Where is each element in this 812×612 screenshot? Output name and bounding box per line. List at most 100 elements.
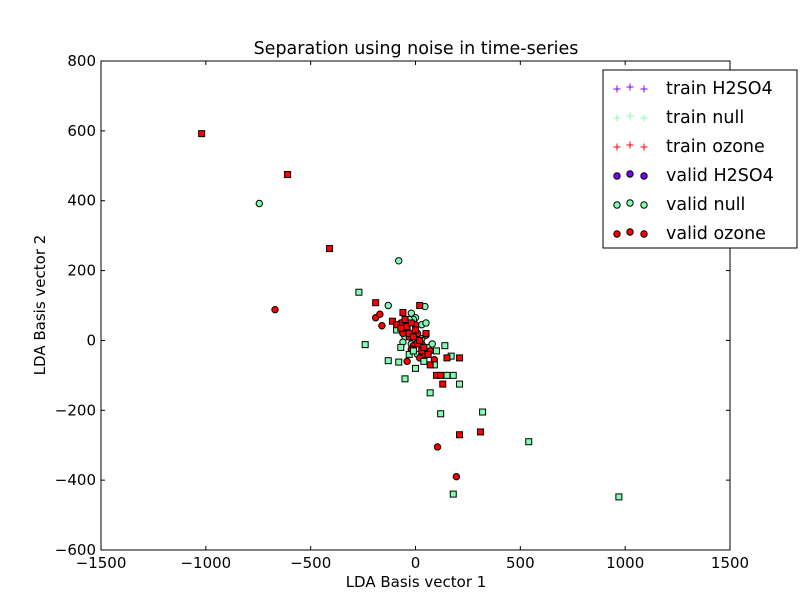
data-point [326, 245, 334, 253]
x-tick-label: −1000 [180, 554, 231, 572]
data-point [416, 336, 424, 344]
legend-marker [626, 170, 634, 178]
legend-entry-label: valid ozone [666, 224, 766, 244]
data-point [449, 371, 457, 379]
data-point [198, 130, 206, 138]
legend-marker [613, 172, 621, 180]
data-point [378, 322, 386, 330]
data-point [525, 438, 533, 446]
data-point [412, 326, 419, 334]
data-point [426, 361, 434, 369]
data-point [412, 364, 419, 372]
legend-entry-label: train ozone [666, 137, 765, 157]
data-point [422, 319, 430, 327]
legend-marker [640, 172, 648, 180]
x-tick-label: 0 [411, 554, 421, 572]
data-point [397, 324, 405, 332]
legend-marker [626, 112, 634, 120]
x-axis-title: LDA Basis vector 1 [346, 573, 487, 591]
y-tick-label: 200 [67, 262, 96, 280]
data-point [428, 340, 436, 348]
legend-marker [613, 201, 621, 209]
data-point [476, 428, 484, 436]
data-point [271, 305, 279, 314]
legend-marker [613, 114, 621, 122]
axis-ticks-layer: −1500 −1000 −500 0 500 1000 1500 −600 −400 −200 0 2… [55, 52, 749, 572]
data-point [479, 408, 487, 416]
legend-entry-label: valid null [666, 195, 745, 215]
data-point [433, 443, 442, 451]
x-tick-label: 1500 [711, 554, 749, 572]
legend-entry-label: train H2SO4 [666, 79, 773, 99]
legend-marker [626, 199, 634, 207]
data-point [443, 371, 451, 379]
data-point [399, 308, 407, 316]
x-tick-label: 500 [506, 554, 535, 572]
legend-marker [613, 143, 621, 151]
data-point [456, 354, 464, 362]
data-point [441, 342, 449, 350]
y-tick-label: −200 [55, 401, 96, 419]
data-point [361, 341, 369, 349]
data-point [384, 357, 392, 365]
legend-marker [640, 143, 648, 151]
x-tick-label: 1000 [606, 554, 644, 572]
y-tick-label: 600 [67, 122, 96, 140]
legend-marker [640, 201, 648, 209]
data-point [407, 309, 416, 317]
data-point [355, 288, 363, 296]
y-tick-label: 800 [67, 52, 96, 70]
data-point [409, 333, 417, 341]
data-point [395, 257, 403, 265]
chart-title: Separation using noise in time-series [254, 39, 579, 59]
data-point [456, 380, 464, 388]
data-point [409, 347, 417, 355]
legend-marker [613, 230, 621, 238]
data-point [420, 357, 428, 365]
data-point [384, 301, 392, 310]
y-tick-label: −400 [55, 471, 96, 489]
legend-marker [626, 141, 634, 149]
data-point [449, 490, 457, 498]
legend: train H2SO4 train null train ozone valid H2… [602, 69, 798, 249]
y-tick-label: 400 [67, 192, 96, 210]
data-point [432, 347, 440, 355]
data-point [284, 171, 292, 179]
y-tick-label: −600 [55, 541, 96, 559]
data-point [456, 431, 464, 439]
legend-marker [640, 85, 648, 93]
data-point [452, 472, 461, 481]
x-tick-label: −500 [290, 554, 331, 572]
legend-entry-label: valid H2SO4 [666, 166, 774, 186]
y-tick-label: 0 [86, 331, 96, 349]
legend-marker [640, 114, 648, 122]
legend-marker [613, 85, 621, 93]
data-point [420, 343, 428, 351]
data-point [376, 310, 384, 318]
data-point [407, 319, 415, 327]
data-points-layer [198, 130, 623, 501]
data-point [416, 302, 424, 309]
legend-marker [626, 228, 634, 236]
y-axis-title: LDA Basis vector 2 [31, 235, 49, 376]
data-point [439, 380, 447, 388]
data-point [443, 354, 451, 362]
data-point [437, 371, 445, 379]
data-point [401, 375, 409, 383]
data-point [395, 358, 403, 366]
data-point [426, 389, 434, 397]
data-point [422, 329, 430, 337]
data-point [403, 357, 411, 366]
data-point [437, 410, 445, 418]
data-point [397, 343, 405, 351]
legend-box [602, 69, 798, 249]
data-point [372, 299, 380, 307]
data-point [424, 350, 432, 358]
x-tick-label: −1500 [76, 554, 127, 572]
legend-marker [626, 83, 634, 91]
legend-marker [640, 230, 648, 238]
data-point [615, 493, 623, 501]
data-point [255, 199, 263, 208]
data-point [401, 315, 409, 323]
